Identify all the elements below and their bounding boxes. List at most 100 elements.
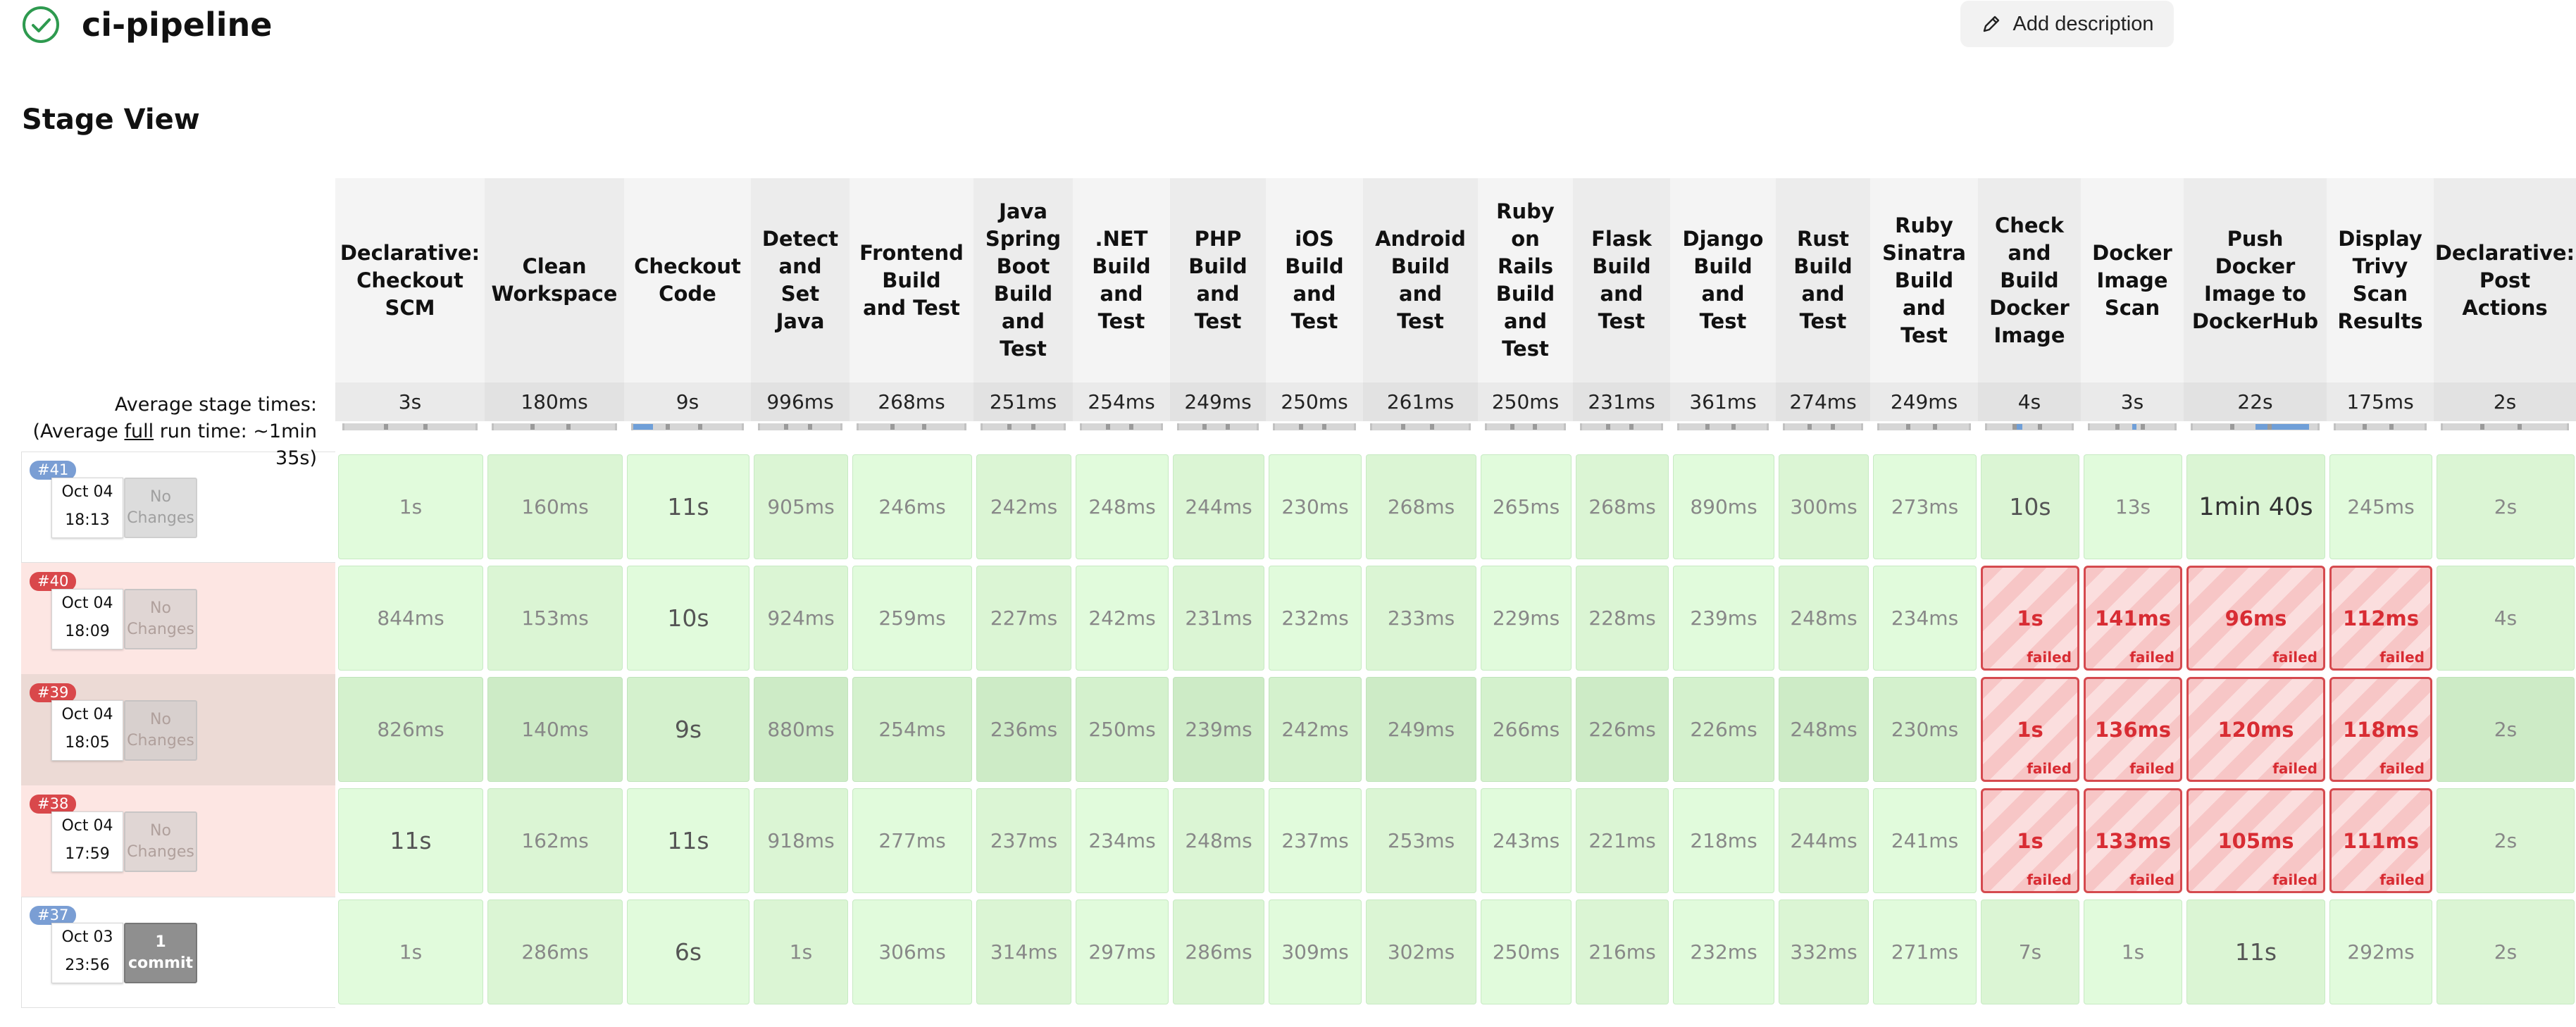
stage-cell-failed[interactable]: 96ms failed [2186,566,2325,671]
stage-cell[interactable]: 233ms [1366,566,1476,671]
stage-cell[interactable]: 4s [2437,566,2575,671]
stage-cell[interactable]: 227ms [976,566,1071,671]
stage-cell[interactable]: 302ms [1366,900,1476,1004]
stage-cell[interactable]: 237ms [976,788,1071,893]
stage-cell-failed[interactable]: 1s failed [1981,788,2079,893]
stage-cell[interactable]: 11s [627,454,749,559]
stage-cell[interactable]: 277ms [852,788,972,893]
stage-cell[interactable]: 7s [1981,900,2079,1004]
stage-cell[interactable]: 218ms [1673,788,1774,893]
stage-cell[interactable]: 259ms [852,566,972,671]
stage-cell[interactable]: 265ms [1481,454,1572,559]
build-number-badge[interactable]: #38 [30,795,77,814]
stage-cell[interactable]: 228ms [1576,566,1669,671]
stage-cell[interactable]: 306ms [852,900,972,1004]
stage-cell-failed[interactable]: 111ms failed [2329,788,2432,893]
stage-cell[interactable]: 266ms [1481,677,1572,782]
stage-cell[interactable]: 232ms [1673,900,1774,1004]
stage-cell[interactable]: 248ms [1173,788,1264,893]
stage-cell[interactable]: 905ms [754,454,848,559]
build-number-badge[interactable]: #39 [30,683,77,702]
stage-cell[interactable]: 248ms [1779,677,1869,782]
stage-cell[interactable]: 286ms [487,900,623,1004]
stage-cell[interactable]: 254ms [852,677,972,782]
stage-cell[interactable]: 236ms [976,677,1071,782]
stage-cell[interactable]: 216ms [1576,900,1669,1004]
stage-cell[interactable]: 10s [1981,454,2079,559]
stage-cell[interactable]: 221ms [1576,788,1669,893]
stage-cell[interactable]: 271ms [1873,900,1977,1004]
add-description-button[interactable]: Add description [1960,1,2174,47]
stage-cell[interactable]: 239ms [1673,566,1774,671]
stage-cell[interactable]: 239ms [1173,677,1264,782]
build-number-badge[interactable]: #41 [30,461,77,480]
stage-cell[interactable]: 1s [338,454,483,559]
stage-cell[interactable]: 229ms [1481,566,1572,671]
stage-cell[interactable]: 237ms [1269,788,1362,893]
stage-cell[interactable]: 880ms [754,677,848,782]
stage-cell-failed[interactable]: 133ms failed [2084,788,2182,893]
stage-cell[interactable]: 297ms [1076,900,1169,1004]
stage-cell[interactable]: 9s [627,677,749,782]
changes-commit-button[interactable]: 1 commit [124,923,197,983]
stage-cell[interactable]: 242ms [1269,677,1362,782]
stage-cell[interactable]: 332ms [1779,900,1869,1004]
stage-cell-failed[interactable]: 1s failed [1981,566,2079,671]
stage-cell[interactable]: 244ms [1779,788,1869,893]
stage-cell[interactable]: 2s [2437,788,2575,893]
stage-cell-failed[interactable]: 1s failed [1981,677,2079,782]
stage-cell[interactable]: 249ms [1366,677,1476,782]
stage-cell[interactable]: 231ms [1173,566,1264,671]
stage-cell[interactable]: 246ms [852,454,972,559]
stage-cell[interactable]: 11s [338,788,483,893]
stage-cell-failed[interactable]: 136ms failed [2084,677,2182,782]
stage-cell[interactable]: 890ms [1673,454,1774,559]
stage-cell[interactable]: 241ms [1873,788,1977,893]
stage-cell[interactable]: 226ms [1576,677,1669,782]
stage-cell[interactable]: 1s [2084,900,2182,1004]
stage-cell-failed[interactable]: 141ms failed [2084,566,2182,671]
stage-cell[interactable]: 924ms [754,566,848,671]
stage-cell[interactable]: 10s [627,566,749,671]
stage-cell[interactable]: 6s [627,900,749,1004]
stage-cell[interactable]: 268ms [1576,454,1669,559]
stage-cell[interactable]: 253ms [1366,788,1476,893]
stage-cell[interactable]: 844ms [338,566,483,671]
stage-cell[interactable]: 1s [754,900,848,1004]
stage-cell-failed[interactable]: 120ms failed [2186,677,2325,782]
stage-cell[interactable]: 286ms [1173,900,1264,1004]
stage-cell-failed[interactable]: 105ms failed [2186,788,2325,893]
stage-cell[interactable]: 242ms [976,454,1071,559]
stage-cell[interactable]: 248ms [1779,566,1869,671]
stage-cell[interactable]: 234ms [1873,566,1977,671]
stage-cell[interactable]: 140ms [487,677,623,782]
stage-cell[interactable]: 244ms [1173,454,1264,559]
stage-cell[interactable]: 1min 40s [2186,454,2325,559]
stage-cell[interactable]: 2s [2437,900,2575,1004]
stage-cell[interactable]: 230ms [1269,454,1362,559]
stage-cell[interactable]: 314ms [976,900,1071,1004]
stage-cell-failed[interactable]: 118ms failed [2329,677,2432,782]
stage-cell[interactable]: 2s [2437,677,2575,782]
stage-cell[interactable]: 1s [338,900,483,1004]
stage-cell[interactable]: 300ms [1779,454,1869,559]
stage-cell[interactable]: 11s [627,788,749,893]
full-run-time-link[interactable]: full [124,421,154,442]
stage-cell[interactable]: 232ms [1269,566,1362,671]
stage-cell[interactable]: 268ms [1366,454,1476,559]
stage-cell[interactable]: 243ms [1481,788,1572,893]
stage-cell[interactable]: 292ms [2329,900,2432,1004]
stage-cell[interactable]: 250ms [1481,900,1572,1004]
stage-cell[interactable]: 234ms [1076,788,1169,893]
build-number-badge[interactable]: #40 [30,572,77,591]
stage-cell[interactable]: 162ms [487,788,623,893]
stage-cell[interactable]: 2s [2437,454,2575,559]
stage-cell[interactable]: 273ms [1873,454,1977,559]
stage-cell[interactable]: 11s [2186,900,2325,1004]
stage-cell[interactable]: 226ms [1673,677,1774,782]
stage-cell-failed[interactable]: 112ms failed [2329,566,2432,671]
stage-cell[interactable]: 242ms [1076,566,1169,671]
stage-cell[interactable]: 160ms [487,454,623,559]
stage-cell[interactable]: 826ms [338,677,483,782]
stage-cell[interactable]: 245ms [2329,454,2432,559]
